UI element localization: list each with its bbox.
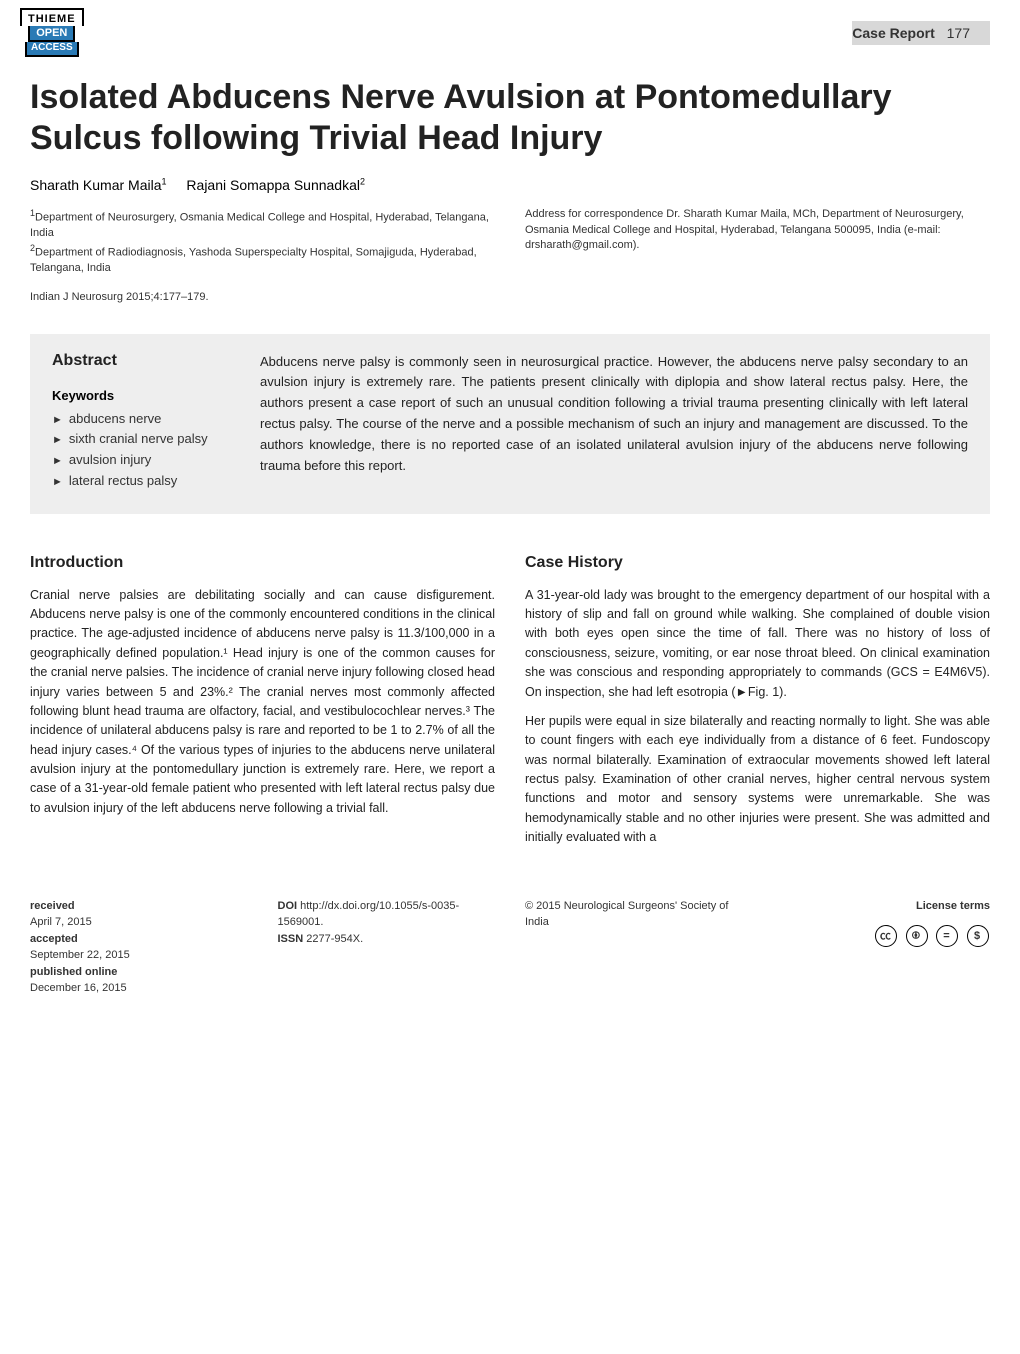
journal-reference: Indian J Neurosurg 2015;4:177–179. xyxy=(30,290,495,305)
keyword-item: avulsion injury xyxy=(52,450,232,471)
accepted-label: accepted xyxy=(30,933,78,945)
footer-doi: DOI http://dx.doi.org/10.1055/s-0035-156… xyxy=(278,898,496,997)
introduction-heading: Introduction xyxy=(30,554,495,572)
accepted-value: September 22, 2015 xyxy=(30,947,248,964)
nd-icon: = xyxy=(936,925,958,947)
main-content: Introduction Cranial nerve palsies are d… xyxy=(0,514,1020,878)
sa-icon: $ xyxy=(967,925,989,947)
correspondence: Address for correspondence Dr. Sharath K… xyxy=(525,207,990,305)
article-category: Case Report 177 xyxy=(852,21,990,45)
header-bar: THIEME OPEN ACCESS Case Report 177 xyxy=(0,0,1020,57)
issn-value: 2277-954X. xyxy=(306,933,363,945)
category-text: Case Report xyxy=(852,25,934,41)
published-label: published online xyxy=(30,966,117,978)
column-right: Case History A 31-year-old lady was brou… xyxy=(525,554,990,858)
affiliation-2: 2Department of Radiodiagnosis, Yashoda S… xyxy=(30,242,495,276)
keyword-item: sixth cranial nerve palsy xyxy=(52,429,232,450)
logo-thieme: THIEME xyxy=(20,8,84,26)
affiliation-block: 1Department of Neurosurgery, Osmania Med… xyxy=(30,207,990,305)
published-value: December 16, 2015 xyxy=(30,980,248,997)
affiliations-left: 1Department of Neurosurgery, Osmania Med… xyxy=(30,207,495,305)
abstract-heading: Abstract xyxy=(52,352,232,370)
publisher-logo: THIEME OPEN ACCESS xyxy=(20,8,84,57)
doi-value: http://dx.doi.org/10.1055/s-0035-1569001… xyxy=(278,900,460,929)
cc-icons-row: ㏄ 🅯 = $ xyxy=(773,918,991,948)
introduction-text: Cranial nerve palsies are debilitating s… xyxy=(30,586,495,819)
abstract-text: Abducens nerve palsy is commonly seen in… xyxy=(260,352,968,492)
affil-2-text: Department of Radiodiagnosis, Yashoda Su… xyxy=(30,246,477,273)
title-block: Isolated Abducens Nerve Avulsion at Pont… xyxy=(0,57,1020,316)
by-icon: 🅯 xyxy=(906,925,928,947)
footer: received April 7, 2015 accepted Septembe… xyxy=(0,878,1020,1027)
issn-label: ISSN xyxy=(278,933,304,945)
logo-access: ACCESS xyxy=(25,42,79,57)
article-title: Isolated Abducens Nerve Avulsion at Pont… xyxy=(30,77,990,159)
keyword-item: abducens nerve xyxy=(52,409,232,430)
case-history-p1: A 31-year-old lady was brought to the em… xyxy=(525,586,990,702)
logo-open: OPEN xyxy=(28,26,75,42)
case-history-p2: Her pupils were equal in size bilaterall… xyxy=(525,712,990,848)
authors-line: Sharath Kumar Maila1 Rajani Somappa Sunn… xyxy=(30,177,990,194)
received-label: received xyxy=(30,900,75,912)
cc-icon: ㏄ xyxy=(875,925,897,947)
author-1-sup: 1 xyxy=(162,177,167,187)
footer-copyright: © 2015 Neurological Surgeons' Society of… xyxy=(525,898,743,997)
author-2-sup: 2 xyxy=(360,177,365,187)
correspondence-label: Address for correspondence xyxy=(525,208,663,220)
keywords-list: abducens nerve sixth cranial nerve palsy… xyxy=(52,409,232,492)
doi-label: DOI xyxy=(278,900,298,912)
keywords-heading: Keywords xyxy=(52,388,232,403)
affiliation-1: 1Department of Neurosurgery, Osmania Med… xyxy=(30,207,495,241)
introduction-body: Cranial nerve palsies are debilitating s… xyxy=(30,586,495,819)
author-1: Sharath Kumar Maila1 xyxy=(30,177,170,193)
received-value: April 7, 2015 xyxy=(30,914,248,931)
footer-license: License terms ㏄ 🅯 = $ xyxy=(773,898,991,997)
footer-dates: received April 7, 2015 accepted Septembe… xyxy=(30,898,248,997)
author-1-name: Sharath Kumar Maila xyxy=(30,177,162,193)
author-2: Rajani Somappa Sunnadkal2 xyxy=(186,177,365,193)
case-history-body: A 31-year-old lady was brought to the em… xyxy=(525,586,990,848)
abstract-sidebar: Abstract Keywords abducens nerve sixth c… xyxy=(52,352,232,492)
column-left: Introduction Cranial nerve palsies are d… xyxy=(30,554,495,858)
page-number: 177 xyxy=(947,25,970,41)
abstract-box: Abstract Keywords abducens nerve sixth c… xyxy=(30,334,990,514)
affil-1-text: Department of Neurosurgery, Osmania Medi… xyxy=(30,212,489,239)
author-2-name: Rajani Somappa Sunnadkal xyxy=(186,177,360,193)
license-label: License terms xyxy=(773,898,991,915)
category-container: Case Report 177 xyxy=(852,21,990,45)
case-history-heading: Case History xyxy=(525,554,990,572)
keyword-item: lateral rectus palsy xyxy=(52,471,232,492)
